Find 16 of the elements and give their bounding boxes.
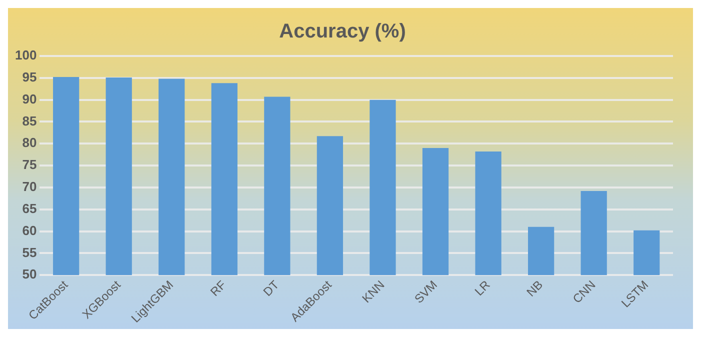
y-tick-label: 65 bbox=[22, 200, 37, 216]
y-tick-label: 80 bbox=[22, 135, 37, 150]
y-tick-label: 60 bbox=[22, 222, 37, 238]
y-tick-label: 95 bbox=[22, 69, 37, 84]
x-tick-label: RF bbox=[208, 278, 229, 299]
y-tick-label: 85 bbox=[22, 113, 37, 128]
y-tick-label: 100 bbox=[14, 48, 37, 63]
y-tick-label: 55 bbox=[22, 244, 37, 260]
chart-title: Accuracy (%) bbox=[279, 20, 406, 43]
y-tick-label: 90 bbox=[22, 91, 37, 106]
y-tick-label: 75 bbox=[22, 157, 37, 172]
x-tick-label: DT bbox=[260, 277, 282, 299]
x-tick-label: LR bbox=[472, 278, 493, 298]
y-tick-label: 70 bbox=[22, 179, 37, 194]
x-tick-label: NB bbox=[524, 278, 546, 300]
y-tick-label: 50 bbox=[22, 266, 37, 282]
